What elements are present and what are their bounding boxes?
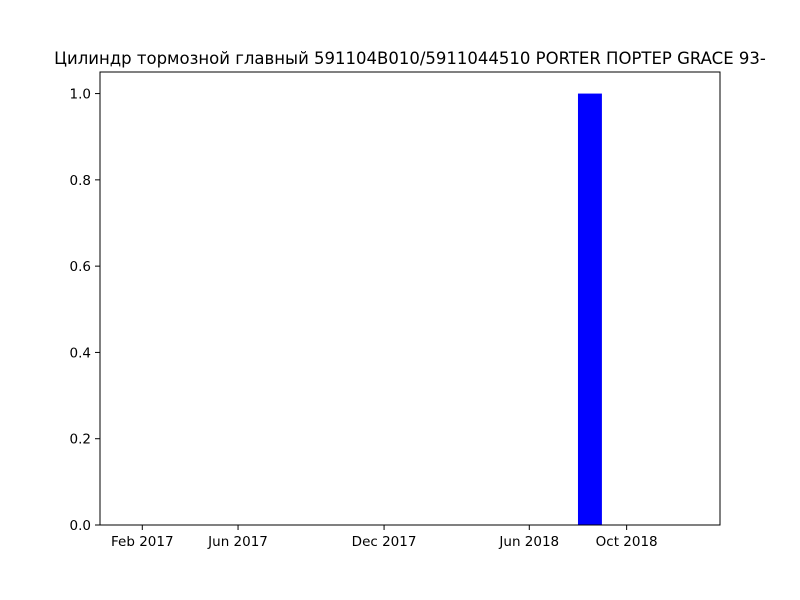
plot-frame bbox=[99, 71, 721, 526]
y-axis: 0.0 0.2 0.4 0.6 0.8 1.0 bbox=[70, 87, 100, 534]
x-tick-label: Oct 2018 bbox=[596, 534, 658, 550]
x-tick-label: Feb 2017 bbox=[111, 534, 174, 550]
y-tick-label: 0.8 bbox=[70, 173, 91, 189]
y-tick-label: 0.0 bbox=[70, 518, 91, 534]
x-axis: Feb 2017 Jun 2017 Dec 2017 Jun 2018 Oct 2018 bbox=[111, 525, 658, 550]
x-tick-label: Jun 2017 bbox=[207, 534, 268, 550]
bar bbox=[577, 93, 602, 525]
y-tick-label: 1.0 bbox=[70, 87, 91, 103]
y-tick-label: 0.4 bbox=[70, 345, 91, 361]
chart-title: Цилиндр тормозной главный 591104B010/591… bbox=[54, 49, 766, 68]
x-tick-label: Dec 2017 bbox=[352, 534, 417, 550]
bars bbox=[577, 93, 602, 525]
y-tick-label: 0.2 bbox=[70, 432, 91, 448]
x-tick-label: Jun 2018 bbox=[498, 534, 559, 550]
y-tick-label: 0.6 bbox=[70, 259, 91, 275]
